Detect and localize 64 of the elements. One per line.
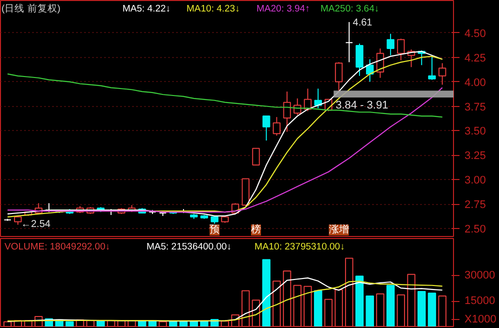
candlestick: [314, 88, 322, 109]
candlestick: [345, 22, 354, 63]
text: MA5: 4.22↓: [122, 4, 171, 14]
y-tick-label: 3.00: [464, 174, 486, 187]
candlestick: [334, 62, 343, 92]
text: MA10: 4.23↓: [186, 4, 240, 14]
y-tick-label: 4.00: [464, 76, 486, 89]
candlestick: [356, 43, 364, 76]
text: MA5: 21536400.00↓: [146, 242, 232, 252]
bar: [376, 293, 384, 326]
y-tick-label: X1000: [464, 314, 496, 326]
bar: [66, 321, 74, 326]
annotation: 预: [210, 224, 220, 236]
y-tick-label: 30000: [464, 270, 496, 282]
candlestick: [283, 91, 291, 132]
annotation: ←2.54: [20, 219, 51, 230]
bar: [438, 296, 446, 326]
text: VOLUME: 18049292.00↓: [4, 242, 110, 252]
candlestick: [386, 33, 394, 56]
bar: [396, 294, 406, 326]
bar: [407, 274, 416, 326]
bar: [304, 286, 312, 326]
bar: [282, 270, 292, 326]
bar: [314, 290, 322, 326]
bar: [345, 258, 354, 326]
bar: [428, 292, 436, 326]
candlestick: [397, 38, 405, 61]
bar: [262, 259, 270, 326]
candlestick: [272, 116, 281, 136]
y-tick-label: 3.75: [464, 101, 486, 114]
bar: [386, 284, 395, 326]
text: MA10: 23795310.00↓: [254, 242, 345, 252]
bar: [3, 321, 12, 326]
y-tick-label: 2.50: [464, 224, 486, 236]
bar: [366, 296, 374, 326]
bar: [293, 284, 302, 326]
y-tick-label: 3.50: [464, 126, 486, 138]
line-series: [6, 87, 443, 213]
annotation: 榜: [250, 224, 261, 236]
candlestick: [438, 62, 446, 86]
y-tick-label: 4.50: [464, 28, 486, 40]
bar: [355, 276, 364, 326]
bar: [242, 290, 250, 326]
bar: [158, 321, 167, 326]
chart-title: (日线 前复权): [2, 2, 60, 14]
bar: [86, 320, 94, 326]
bar: [324, 298, 333, 326]
line-series: [6, 73, 443, 118]
annotation: 4.61: [352, 18, 373, 29]
bar: [334, 289, 343, 326]
y-tick-label: 3.25: [464, 150, 486, 162]
y-tick-label: 4.25: [464, 52, 486, 64]
band-label: 3.84 - 3.91: [336, 99, 388, 112]
bar: [272, 280, 281, 326]
candlestick: [262, 116, 270, 142]
y-tick-label: 2.75: [464, 199, 486, 212]
annotation: 涨增: [328, 224, 349, 236]
bar: [417, 290, 426, 326]
text: MA20: 3.94↑: [256, 4, 310, 14]
y-tick-label: 15000: [464, 295, 496, 308]
candlestick: [252, 148, 260, 166]
candlestick: [428, 56, 436, 80]
text: MA250: 3.64↓: [320, 4, 380, 14]
bar: [96, 320, 105, 326]
